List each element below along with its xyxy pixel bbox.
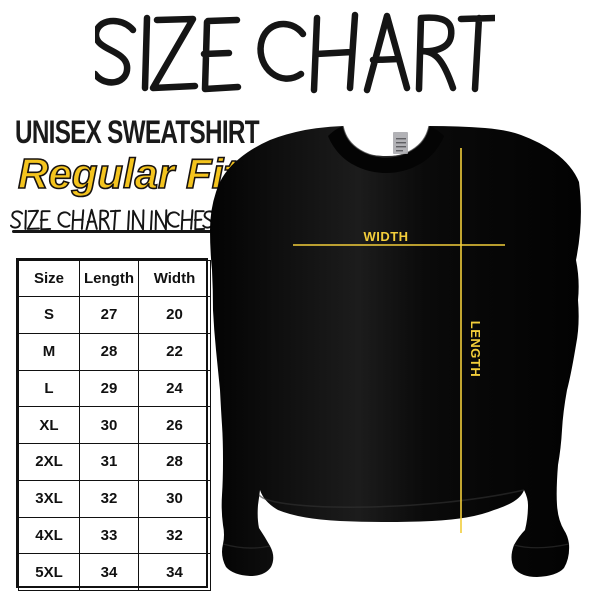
svg-text:WIDTH: WIDTH <box>363 229 408 244</box>
svg-text:LENGTH: LENGTH <box>468 321 483 377</box>
